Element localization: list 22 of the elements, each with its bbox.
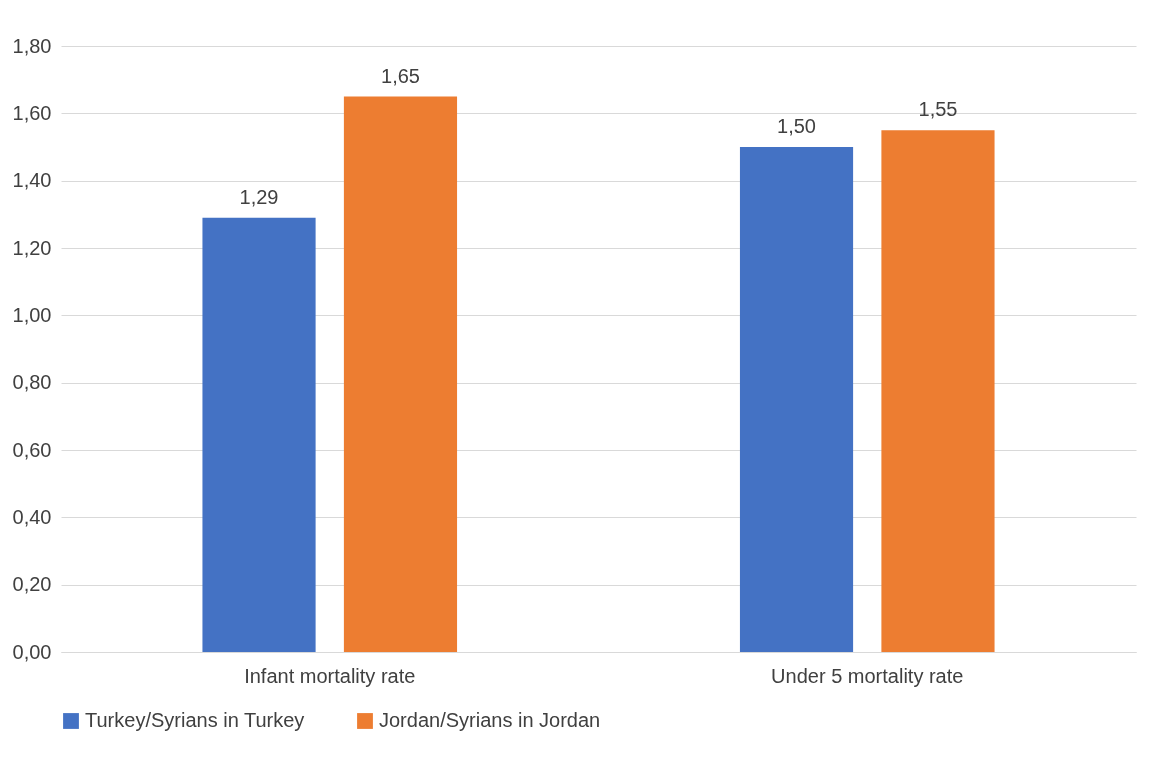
data-label: 1,29: [239, 185, 279, 208]
legend-label: Turkey/Syrians in Turkey: [85, 709, 305, 731]
bar: [202, 217, 316, 652]
y-tick-label: 1,20: [12, 236, 52, 259]
x-tick-label: Infant mortality rate: [244, 664, 416, 687]
legend-label: Jordan/Syrians in Jordan: [379, 709, 601, 731]
bar: [343, 96, 458, 652]
bar: [881, 130, 995, 652]
y-tick-label: 0,60: [12, 438, 52, 461]
data-label: 1,50: [777, 115, 816, 137]
y-tick-label: 0,00: [12, 640, 52, 663]
y-tick-label: 0,40: [12, 505, 52, 528]
y-tick-label: 0,20: [12, 573, 52, 596]
x-tick-label: Under 5 mortality rate: [771, 664, 964, 687]
y-tick-label: 1,00: [12, 303, 52, 326]
data-label: 1,65: [381, 64, 420, 87]
bar: [739, 147, 854, 652]
y-tick-label: 1,60: [12, 101, 52, 124]
y-tick-label: 0,80: [12, 371, 52, 394]
data-label: 1,55: [918, 98, 958, 121]
y-tick-label: 1,40: [12, 169, 52, 192]
y-tick-label: 1,80: [12, 34, 52, 57]
